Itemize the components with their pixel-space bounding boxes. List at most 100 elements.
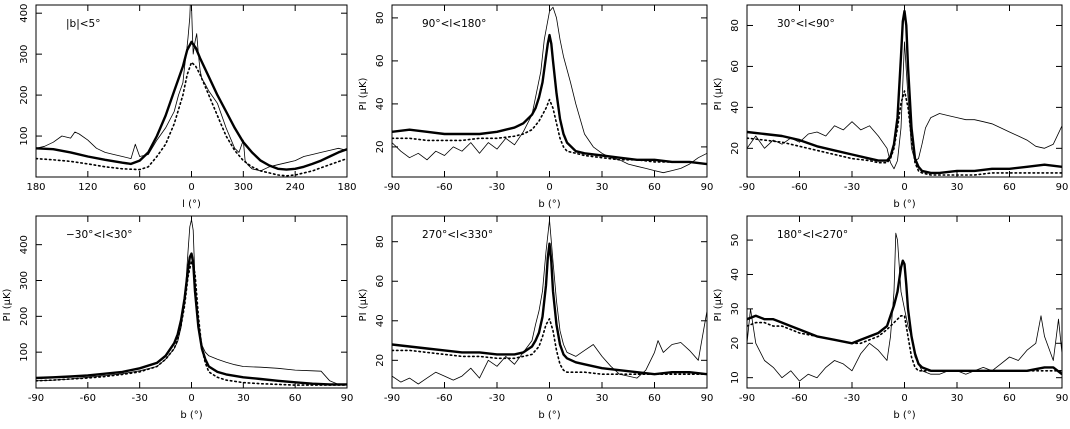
x-tick-label: 90 — [1056, 393, 1069, 404]
y-tick-label: 100 — [19, 343, 30, 362]
y-tick-label: 40 — [375, 98, 386, 111]
series-line-thick — [392, 242, 707, 376]
x-tick-label: -90 — [739, 393, 755, 404]
plot-frame — [391, 4, 708, 178]
y-tick-label: 200 — [19, 307, 30, 326]
y-tick-label: 40 — [730, 268, 741, 281]
y-tick-label: 80 — [730, 19, 741, 32]
x-tick-label: 0 — [546, 393, 552, 404]
x-tick-label: 0 — [546, 182, 552, 193]
y-tick-label: 80 — [375, 235, 386, 248]
x-tick-label: -30 — [489, 393, 505, 404]
panel-title: 30°<l<90° — [777, 18, 835, 30]
y-axis-label: PI (μK) — [713, 77, 724, 110]
y-tick-label: 10 — [730, 371, 741, 384]
x-tick-label: -60 — [436, 182, 452, 193]
series-line-thick — [392, 33, 707, 166]
series-line-dotted — [36, 259, 347, 386]
y-tick-label: 20 — [375, 141, 386, 154]
x-tick-label: 60 — [648, 393, 661, 404]
x-tick-label: 0 — [901, 182, 907, 193]
plot-frame — [746, 215, 1063, 389]
series-line-thin — [392, 6, 707, 174]
x-tick-label: 90 — [1056, 182, 1069, 193]
x-tick-label: 30 — [951, 393, 964, 404]
y-tick-label: 400 — [19, 4, 30, 23]
x-axis-label: b (°) — [893, 410, 915, 421]
x-axis-label: b (°) — [180, 410, 202, 421]
y-tick-label: 200 — [19, 86, 30, 105]
y-tick-label: 100 — [19, 127, 30, 146]
y-tick-label: 40 — [730, 101, 741, 114]
x-tick-label: 60 — [1003, 182, 1016, 193]
x-axis-label: b (°) — [893, 199, 915, 210]
series-line-thick — [36, 252, 347, 386]
series-line-dotted — [36, 61, 347, 177]
x-tick-label: -60 — [791, 182, 807, 193]
y-tick-label: 60 — [375, 275, 386, 288]
x-tick-label: 300 — [234, 182, 253, 193]
chart-panel-3: -90 -60 -30 0 30 60 90 20 40 60 80 30°<l<90° b (°) PI… — [713, 4, 1069, 210]
x-tick-label: 60 — [289, 393, 302, 404]
x-tick-label: -60 — [436, 393, 452, 404]
chart-panel-6: -90 -60 -30 0 30 60 90 10 20 30 40 50 180°<l<270° b (… — [713, 215, 1069, 421]
y-tick-label: 30 — [730, 303, 741, 316]
x-tick-label: 240 — [286, 182, 305, 193]
chart-panel-2: -90 -60 -30 0 30 60 90 20 40 60 80 90°<l<180° b (°) P… — [358, 4, 714, 210]
y-tick-label: 20 — [730, 337, 741, 350]
y-tick-label: 300 — [19, 271, 30, 290]
series-line-thin — [36, 5, 347, 172]
x-tick-label: -30 — [844, 393, 860, 404]
panel-title: −30°<l<30° — [66, 229, 133, 241]
chart-panel-4: -90 -60 -30 0 30 60 90 100 200 300 400 −30°<l<30° b … — [2, 215, 354, 421]
x-tick-label: 90 — [341, 393, 354, 404]
x-axis-label: b (°) — [538, 410, 560, 421]
plot-frame — [35, 4, 348, 178]
x-tick-label: 120 — [78, 182, 97, 193]
x-tick-label: 90 — [701, 182, 714, 193]
series-line-thin — [392, 219, 707, 385]
x-tick-label: -30 — [844, 182, 860, 193]
x-tick-label: -90 — [28, 393, 44, 404]
plot-frame — [35, 215, 348, 389]
plot-frame — [391, 215, 708, 389]
x-tick-label: 60 — [648, 182, 661, 193]
x-tick-label: 60 — [1003, 393, 1016, 404]
x-axis-label: b (°) — [538, 199, 560, 210]
x-tick-label: 0 — [188, 393, 194, 404]
panel-title: 270°<l<330° — [422, 229, 493, 241]
x-tick-label: 30 — [596, 393, 609, 404]
x-tick-label: -60 — [80, 393, 96, 404]
x-tick-label: -30 — [489, 182, 505, 193]
panel-title: 90°<l<180° — [422, 18, 486, 30]
x-tick-label: -90 — [384, 393, 400, 404]
x-tick-label: -30 — [131, 393, 147, 404]
x-tick-label: 180 — [26, 182, 45, 193]
panel-title: |b|<5° — [66, 18, 100, 30]
panel-title: 180°<l<270° — [777, 229, 848, 241]
series-line-thick — [747, 259, 1062, 376]
chart-panel-5: -90 -60 -30 0 30 60 90 20 40 60 80 270°<l<330° b (°)… — [358, 215, 713, 421]
x-tick-label: -90 — [739, 182, 755, 193]
x-axis-label: l (°) — [182, 199, 201, 210]
y-axis-label: PI (μK) — [358, 77, 369, 110]
x-tick-label: -60 — [791, 393, 807, 404]
x-tick-label: 30 — [596, 182, 609, 193]
y-tick-label: 50 — [730, 234, 741, 247]
series-line-thick — [747, 9, 1062, 175]
series-line-dotted — [747, 314, 1062, 372]
series-line-thin — [747, 232, 1062, 382]
x-tick-label: -90 — [384, 182, 400, 193]
y-tick-label: 20 — [375, 354, 386, 367]
series-line-thin — [36, 219, 347, 385]
series-line-dotted — [747, 90, 1062, 176]
x-tick-label: 0 — [901, 393, 907, 404]
y-axis-label: PI (μK) — [358, 288, 369, 321]
y-tick-label: 20 — [730, 142, 741, 155]
y-axis-label: PI (μK) — [713, 288, 724, 321]
series-line-thin — [747, 41, 1062, 170]
series-line-dotted — [392, 317, 707, 376]
x-tick-label: 30 — [237, 393, 250, 404]
y-tick-label: 80 — [375, 12, 386, 25]
